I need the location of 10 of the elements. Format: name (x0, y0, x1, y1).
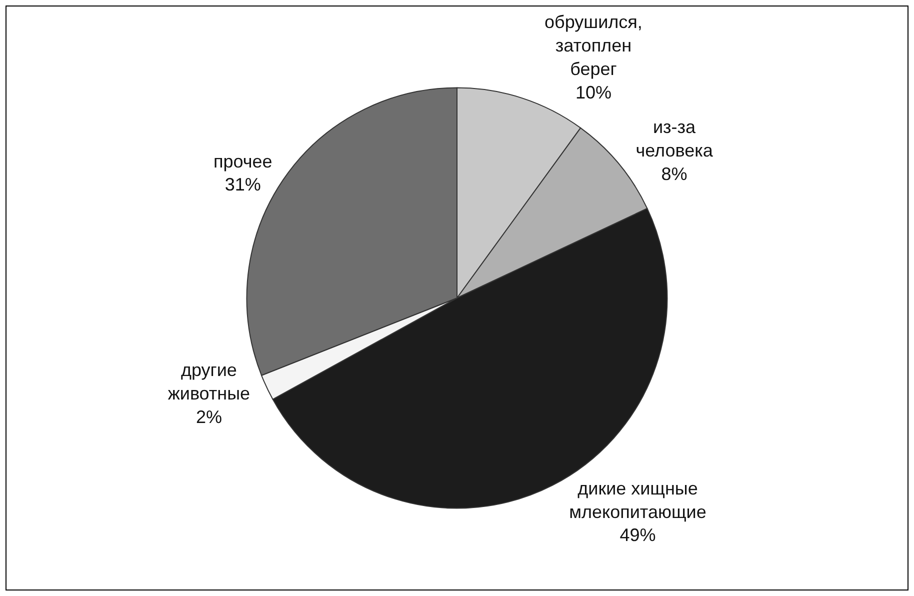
data-label: 31% (224, 174, 261, 195)
slice-label: дикие хищные млекопитающие (569, 478, 706, 522)
data-label: 49% (620, 525, 656, 546)
slice-label: из-за человека (636, 117, 714, 160)
data-label: 2% (196, 406, 222, 427)
data-label: 8% (661, 164, 688, 184)
slice-label: обрушился, затоплен берег (544, 12, 642, 79)
slice-label: другие животные (168, 360, 250, 404)
data-label: 10% (575, 82, 612, 102)
slice-label: прочее (213, 151, 272, 172)
